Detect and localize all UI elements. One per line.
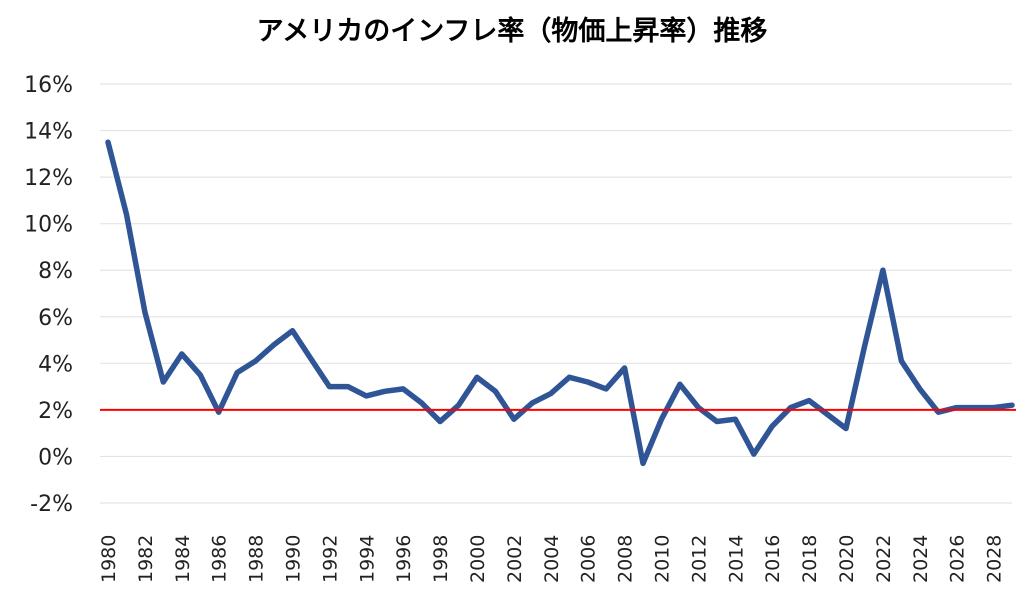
x-tick-label: 2010	[652, 535, 674, 583]
x-tick-label: 2026	[947, 535, 969, 583]
x-tick-label: 1990	[283, 535, 305, 583]
y-tick-label: 4%	[38, 352, 73, 377]
x-tick-label: 2024	[910, 535, 932, 583]
x-tick-label: 2008	[615, 535, 637, 583]
x-tick-label: 2020	[836, 535, 858, 583]
x-tick-label: 2022	[873, 535, 895, 583]
y-tick-label: 12%	[24, 166, 73, 191]
y-tick-label: 2%	[38, 399, 73, 424]
x-tick-label: 2004	[541, 535, 563, 583]
y-tick-label: 0%	[38, 445, 73, 470]
y-tick-label: 16%	[24, 73, 73, 98]
x-tick-label: 2016	[762, 535, 784, 583]
x-tick-label: 1986	[209, 535, 231, 583]
chart-title: アメリカのインフレ率（物価上昇率）推移	[257, 15, 768, 47]
x-tick-label: 2012	[688, 535, 710, 583]
x-tick-label: 2018	[799, 535, 821, 583]
x-tick-label: 1992	[319, 535, 341, 583]
x-tick-label: 1996	[393, 535, 415, 583]
x-tick-label: 2014	[725, 535, 747, 583]
y-tick-label: 8%	[38, 259, 73, 284]
x-tick-label: 1982	[135, 535, 157, 583]
x-tick-label: 2000	[467, 535, 489, 583]
y-tick-label: 10%	[24, 213, 73, 238]
y-tick-label: 6%	[38, 306, 73, 331]
x-tick-label: 1998	[430, 535, 452, 583]
x-tick-label: 1994	[356, 535, 378, 583]
x-tick-label: 2006	[578, 535, 600, 583]
x-tick-label: 1984	[172, 535, 194, 583]
x-tick-label: 2028	[984, 535, 1006, 583]
x-tick-label: 1980	[98, 535, 120, 583]
y-tick-label: -2%	[30, 492, 73, 517]
series-line	[105, 139, 1015, 467]
x-tick-label: 1988	[246, 535, 268, 583]
x-tick-label: 2002	[504, 535, 526, 583]
y-tick-label: 14%	[24, 120, 73, 145]
